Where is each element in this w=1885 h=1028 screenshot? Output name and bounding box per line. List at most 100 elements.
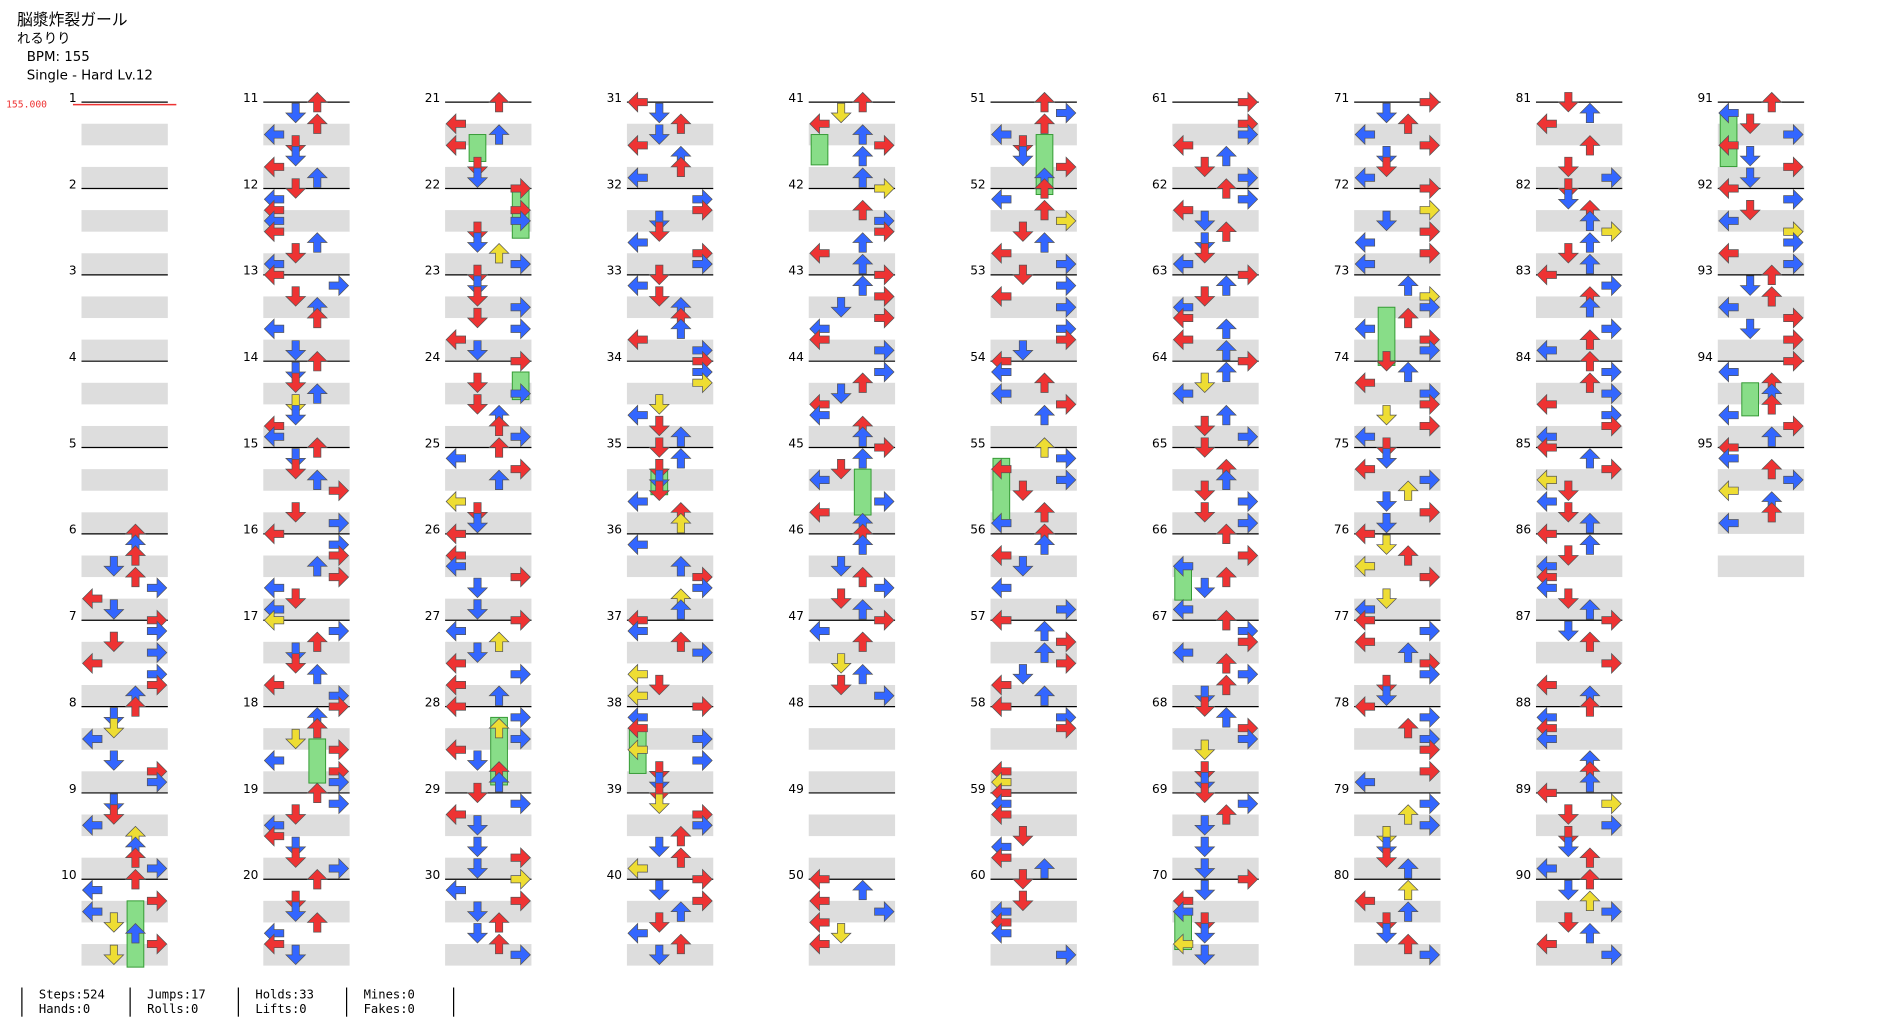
stat: Steps:524 <box>39 987 105 1001</box>
arrow <box>146 642 168 664</box>
arrow <box>670 113 692 134</box>
arrow <box>648 459 670 480</box>
arrow <box>1601 167 1622 189</box>
arrow <box>627 329 648 351</box>
arrow <box>1055 447 1077 469</box>
arrow <box>285 847 307 868</box>
beat-band <box>808 900 896 923</box>
arrow <box>627 620 648 642</box>
arrow <box>1055 393 1077 415</box>
arrow <box>328 771 350 793</box>
arrow <box>103 631 125 653</box>
arrow <box>1718 447 1739 469</box>
beat-band <box>1535 944 1623 966</box>
measure-number: 38 <box>607 695 622 709</box>
beat-band <box>445 166 532 189</box>
beat-band <box>1535 296 1623 319</box>
arrow <box>1237 350 1259 372</box>
arrow <box>692 868 713 890</box>
measure-number: 13 <box>243 264 258 278</box>
arrow <box>1397 275 1419 296</box>
arrow <box>991 922 1012 944</box>
arrow <box>874 577 895 599</box>
arrow <box>285 135 307 156</box>
arrow <box>1601 793 1622 815</box>
arrow <box>648 836 670 858</box>
arrow <box>1579 869 1601 890</box>
arrow <box>1419 620 1440 642</box>
arrow <box>263 221 285 243</box>
arrow <box>1012 869 1034 890</box>
arrow <box>809 329 830 351</box>
beat-band <box>808 771 896 793</box>
beat-band <box>1354 512 1441 534</box>
arrow <box>510 944 531 966</box>
arrow <box>1419 706 1440 728</box>
arrow <box>1012 890 1034 912</box>
arrow <box>1783 307 1804 329</box>
measure-number: 21 <box>425 91 440 105</box>
beat-band <box>1354 944 1441 966</box>
arrow <box>648 286 670 307</box>
beat-band <box>445 900 532 923</box>
arrow <box>124 869 147 890</box>
measure-number: 2 <box>69 177 77 191</box>
arrow <box>1579 771 1601 793</box>
beat-band <box>808 253 896 275</box>
arrow <box>1194 696 1216 717</box>
arrow <box>466 264 489 286</box>
arrow <box>285 340 307 361</box>
arrow <box>510 382 531 405</box>
arrow <box>991 242 1012 264</box>
arrow <box>830 674 852 696</box>
beat-band <box>808 857 896 880</box>
arrow <box>1194 243 1216 264</box>
arrow <box>1172 642 1194 664</box>
arrow <box>1033 502 1056 523</box>
arrow <box>1354 555 1376 577</box>
beat-band <box>1717 512 1805 534</box>
arrow <box>1237 728 1259 750</box>
arrow <box>991 609 1012 631</box>
arrow <box>1419 501 1440 523</box>
arrow <box>809 620 830 642</box>
beat-band <box>626 555 714 578</box>
arrow <box>263 674 285 696</box>
beat-band <box>1354 339 1441 362</box>
arrow <box>1783 231 1804 254</box>
arrow <box>82 879 103 901</box>
measure-number: 68 <box>1152 695 1167 709</box>
arrow <box>809 933 830 955</box>
beat-band <box>445 253 532 275</box>
arrow <box>124 847 147 868</box>
arrow <box>328 695 350 718</box>
arrow <box>1172 933 1194 955</box>
arrow <box>830 459 852 480</box>
arrow <box>1739 200 1761 221</box>
arrow <box>1557 879 1579 901</box>
arrow <box>670 512 692 534</box>
arrow <box>874 436 895 459</box>
arrow <box>285 178 307 199</box>
arrow <box>103 793 125 814</box>
measures: 1234567891011121314151617181920212223242… <box>61 91 1805 968</box>
beat-band <box>990 469 1077 491</box>
arrow <box>124 696 147 717</box>
arrow <box>1783 329 1804 351</box>
arrow <box>510 868 531 890</box>
beat-band <box>808 598 896 621</box>
arrow <box>1375 156 1398 178</box>
stat: Lifts:0 <box>255 1002 306 1016</box>
arrow <box>510 663 531 685</box>
beat-band <box>990 555 1077 578</box>
beat-band <box>990 684 1077 707</box>
arrow <box>991 361 1012 383</box>
measure-number: 92 <box>1697 177 1712 191</box>
arrow <box>1237 512 1259 534</box>
measure-number: 31 <box>607 91 622 105</box>
beat-band <box>808 512 896 534</box>
arrow <box>328 512 350 534</box>
arrow <box>328 620 350 642</box>
arrow <box>1718 512 1739 534</box>
